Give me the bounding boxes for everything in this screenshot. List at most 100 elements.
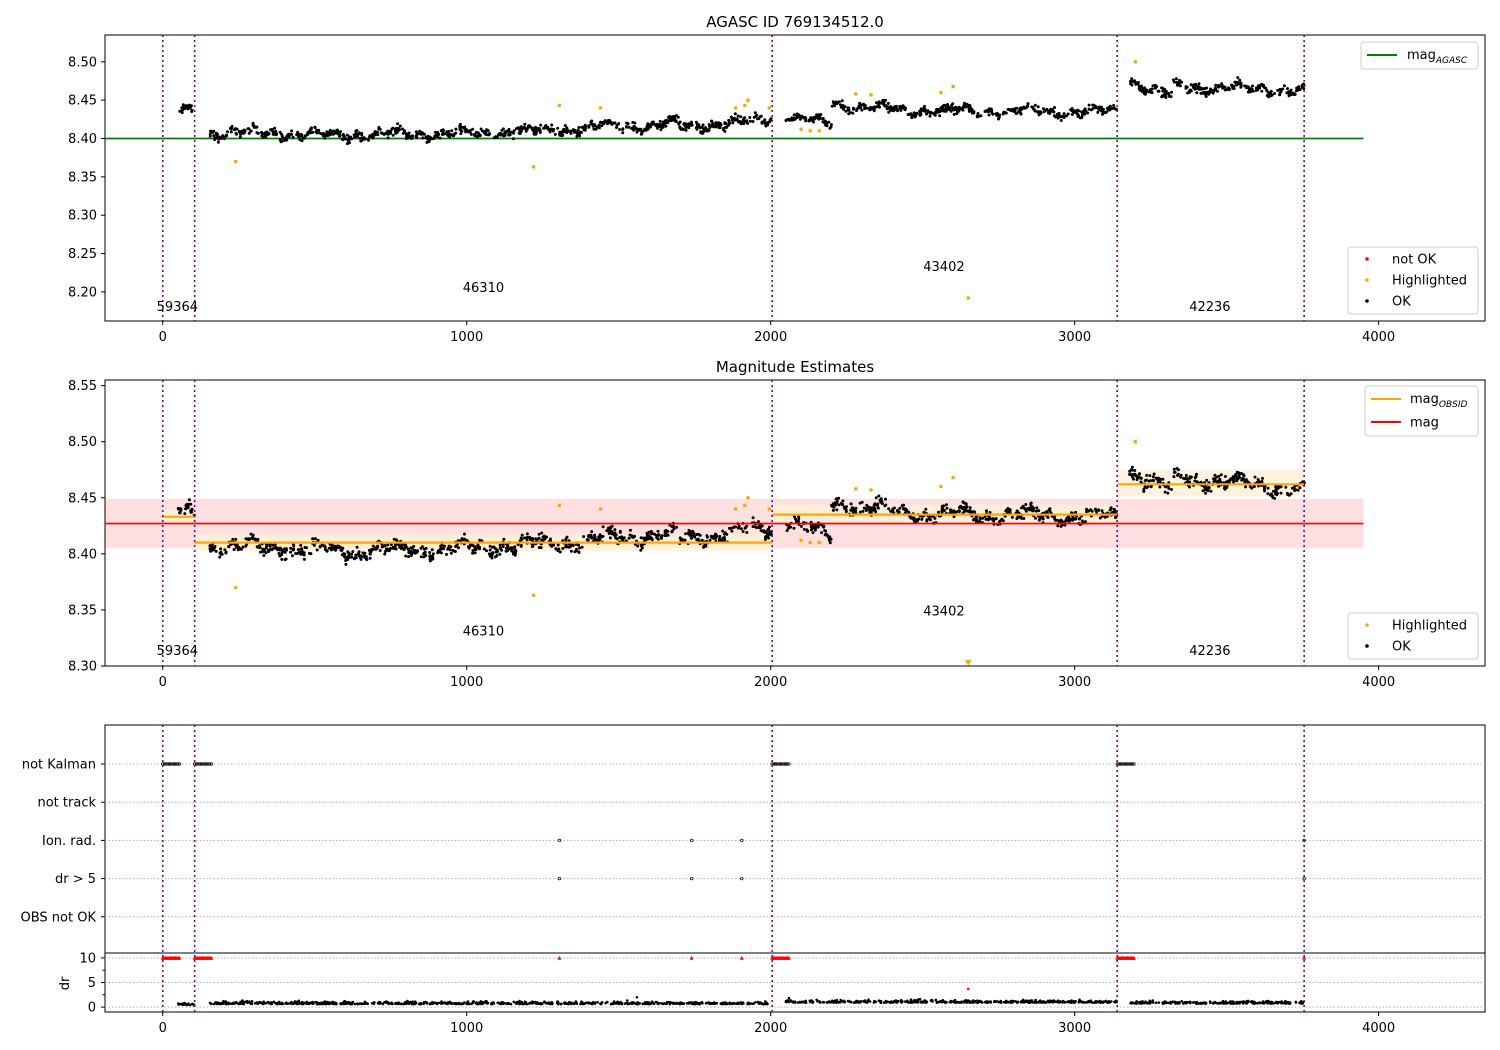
middle-ok-point xyxy=(608,536,612,540)
top-ok-point xyxy=(930,111,934,115)
dr-point xyxy=(1265,1000,1268,1003)
middle-ok-point xyxy=(992,518,996,522)
top-ok-point xyxy=(860,108,864,112)
middle-ok-point xyxy=(633,534,637,538)
dr-point xyxy=(509,1002,513,1006)
top-ok-point xyxy=(363,137,367,141)
dr-point xyxy=(1212,1001,1215,1005)
middle-ok-point xyxy=(840,503,844,507)
top-ok-point xyxy=(539,123,543,127)
middle-ok-point xyxy=(670,530,674,534)
dr-point xyxy=(515,1002,518,1005)
top-ok-point xyxy=(1014,112,1018,116)
top-ok-point xyxy=(1009,109,1013,112)
middle-ok-point xyxy=(231,537,235,541)
top-ok-point xyxy=(1073,110,1077,114)
top-ok-point xyxy=(243,129,247,133)
top-ok-point xyxy=(1048,111,1052,115)
top-ok-point xyxy=(1039,111,1043,115)
middle-ok-point xyxy=(1159,477,1163,481)
middle-ok-point xyxy=(183,512,187,516)
middle-ok-point xyxy=(668,523,672,527)
top-ok-point xyxy=(659,128,663,132)
middle-ok-point xyxy=(561,547,565,550)
middle-ok-point xyxy=(498,552,502,556)
top-ok-point xyxy=(459,132,463,136)
top-ok-point xyxy=(1172,78,1175,82)
top-highlighted-point xyxy=(746,98,750,102)
middle-ok-point xyxy=(767,531,771,535)
top-ok-point xyxy=(1235,80,1238,84)
middle-ok-point xyxy=(1034,516,1037,520)
dr-point xyxy=(829,1001,833,1004)
dr-point xyxy=(728,1001,731,1005)
top-ok-point xyxy=(672,117,676,121)
middle-ok-point xyxy=(519,539,523,542)
middle-ok-point xyxy=(766,528,770,532)
middle-ok-point xyxy=(705,534,709,538)
middle-highlighted-point xyxy=(799,538,803,543)
dr-point xyxy=(675,1001,678,1005)
dr-point xyxy=(989,1000,992,1003)
top-ok-point xyxy=(888,109,892,113)
middle-ok-point xyxy=(1108,508,1112,512)
middle-ok-point xyxy=(440,543,444,547)
top-ok-point xyxy=(425,140,429,144)
middle-ok-point xyxy=(1145,473,1149,477)
top-ok-point xyxy=(689,120,693,124)
middle-ok-point xyxy=(554,547,558,551)
dr-point xyxy=(825,1001,829,1004)
dr-point xyxy=(486,1002,489,1005)
top-ok-point xyxy=(180,106,184,110)
top-ok-point xyxy=(426,138,430,141)
dr-point xyxy=(1135,1000,1138,1003)
dr-point xyxy=(918,998,922,1001)
middle-ok-point xyxy=(431,552,435,556)
top-ok-point xyxy=(889,106,893,109)
bottom-xtick-label: 2000 xyxy=(754,1021,787,1036)
top-ok-point xyxy=(263,133,267,137)
top-ok-point xyxy=(1164,89,1168,93)
top-ok-point xyxy=(949,109,953,113)
middle-ok-point xyxy=(1100,509,1104,513)
middle-ok-point xyxy=(189,502,193,506)
middle-ok-point xyxy=(1274,488,1278,491)
middle-ok-point xyxy=(271,547,275,551)
top-ok-point xyxy=(300,139,304,143)
dr-point xyxy=(705,1001,709,1005)
middle-ok-point xyxy=(849,502,853,506)
top-ok-point xyxy=(398,124,402,128)
dr-point xyxy=(1157,1001,1161,1004)
middle-ok-point xyxy=(580,545,584,549)
top-ok-point xyxy=(1288,92,1291,96)
middle-ok-point xyxy=(500,548,504,552)
dr-outlier-point xyxy=(787,996,791,1000)
dr-point xyxy=(596,1001,599,1004)
dr-point xyxy=(327,1001,331,1005)
middle-ok-point xyxy=(725,532,729,536)
dr-point xyxy=(924,999,927,1003)
top-ok-point xyxy=(1101,109,1105,113)
top-ok-point xyxy=(689,123,692,127)
top-ok-point xyxy=(792,113,796,117)
dr-point xyxy=(1145,1001,1148,1005)
dr-point xyxy=(323,1000,327,1003)
middle-ok-point xyxy=(338,545,342,549)
middle-ok-point xyxy=(220,552,224,556)
dr-outlier-point xyxy=(966,987,970,991)
top-ytick-label: 8.45 xyxy=(68,94,97,109)
middle-ok-point xyxy=(368,552,372,556)
top-ok-point xyxy=(474,130,478,134)
top-ok-point xyxy=(621,131,625,135)
middle-ok-point xyxy=(283,558,287,562)
top-ok-point xyxy=(309,127,313,131)
middle-ok-point xyxy=(302,553,306,557)
top-ok-point xyxy=(1056,116,1060,120)
top-ok-point xyxy=(543,126,547,130)
middle-ok-point xyxy=(643,536,646,540)
middle-ok-point xyxy=(586,539,590,542)
middle-ok-point xyxy=(1019,506,1023,510)
middle-ok-point xyxy=(403,545,407,549)
middle-ok-point xyxy=(708,538,712,542)
top-panel-title: AGASC ID 769134512.0 xyxy=(706,13,884,31)
